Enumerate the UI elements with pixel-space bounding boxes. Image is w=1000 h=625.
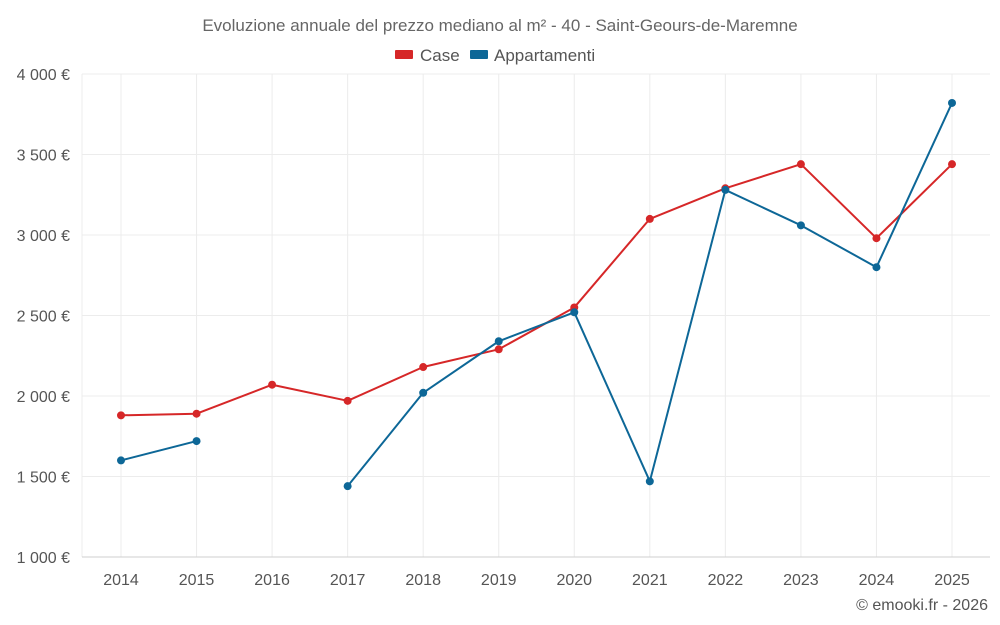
- axes: 1 000 € 1 500 € 2 000 € 2 500 € 3 000 € 3 500…: [17, 67, 990, 589]
- data-point[interactable]: [117, 411, 125, 420]
- data-point[interactable]: [948, 160, 956, 169]
- y-tick-label: 3 500 €: [17, 148, 70, 165]
- data-point[interactable]: [419, 363, 428, 372]
- data-point[interactable]: [494, 345, 503, 354]
- y-tick-label: 1 000 €: [17, 550, 70, 567]
- data-point[interactable]: [192, 437, 201, 446]
- legend-swatch: [395, 50, 413, 59]
- x-tick-label: 2014: [103, 572, 139, 589]
- legend-swatch: [470, 50, 488, 59]
- x-tick-label: 2020: [556, 572, 592, 589]
- legend-label: Appartamenti: [494, 46, 595, 65]
- data-point[interactable]: [872, 234, 881, 243]
- legend-item-case[interactable]: Case: [395, 46, 460, 65]
- x-tick-label: 2017: [330, 572, 366, 589]
- data-point[interactable]: [268, 380, 277, 389]
- data-point[interactable]: [645, 214, 654, 223]
- credit-text: © emooki.fr - 2026: [856, 597, 988, 614]
- y-tick-label: 1 500 €: [17, 470, 70, 487]
- series-appartamenti[interactable]: [117, 98, 956, 491]
- legend-item-appartamenti[interactable]: Appartamenti: [470, 46, 595, 65]
- data-point[interactable]: [419, 388, 428, 397]
- data-point[interactable]: [948, 98, 956, 107]
- data-point[interactable]: [645, 477, 654, 486]
- legend[interactable]: Case Appartamenti: [395, 46, 595, 65]
- grid: [81, 73, 990, 557]
- x-tick-label: 2022: [708, 572, 744, 589]
- data-point[interactable]: [570, 308, 579, 317]
- y-tick-label: 2 500 €: [17, 309, 70, 326]
- chart-title: Evoluzione annuale del prezzo mediano al…: [202, 16, 797, 35]
- data-point[interactable]: [494, 337, 503, 346]
- y-tick-label: 4 000 €: [17, 67, 70, 84]
- legend-label: Case: [420, 46, 460, 65]
- y-tick-label: 3 000 €: [17, 228, 70, 245]
- data-point[interactable]: [721, 185, 730, 194]
- x-tick-label: 2024: [859, 572, 895, 589]
- x-tick-label: 2021: [632, 572, 668, 589]
- data-point[interactable]: [796, 221, 805, 230]
- x-tick-label: 2019: [481, 572, 517, 589]
- data-point[interactable]: [343, 482, 352, 491]
- x-tick-label: 2025: [934, 572, 970, 589]
- data-point[interactable]: [117, 456, 125, 465]
- y-tick-label: 2 000 €: [17, 389, 70, 406]
- data-point[interactable]: [796, 160, 805, 169]
- series-line: [120, 440, 197, 462]
- data-point[interactable]: [192, 409, 201, 418]
- series-case[interactable]: [117, 160, 956, 420]
- data-point[interactable]: [343, 396, 352, 405]
- series-layer: [117, 98, 956, 491]
- x-tick-label: 2015: [179, 572, 215, 589]
- x-tick-label: 2016: [254, 572, 290, 589]
- data-point[interactable]: [872, 263, 881, 272]
- x-tick-label: 2018: [405, 572, 441, 589]
- series-line: [120, 163, 953, 417]
- x-tick-label: 2023: [783, 572, 819, 589]
